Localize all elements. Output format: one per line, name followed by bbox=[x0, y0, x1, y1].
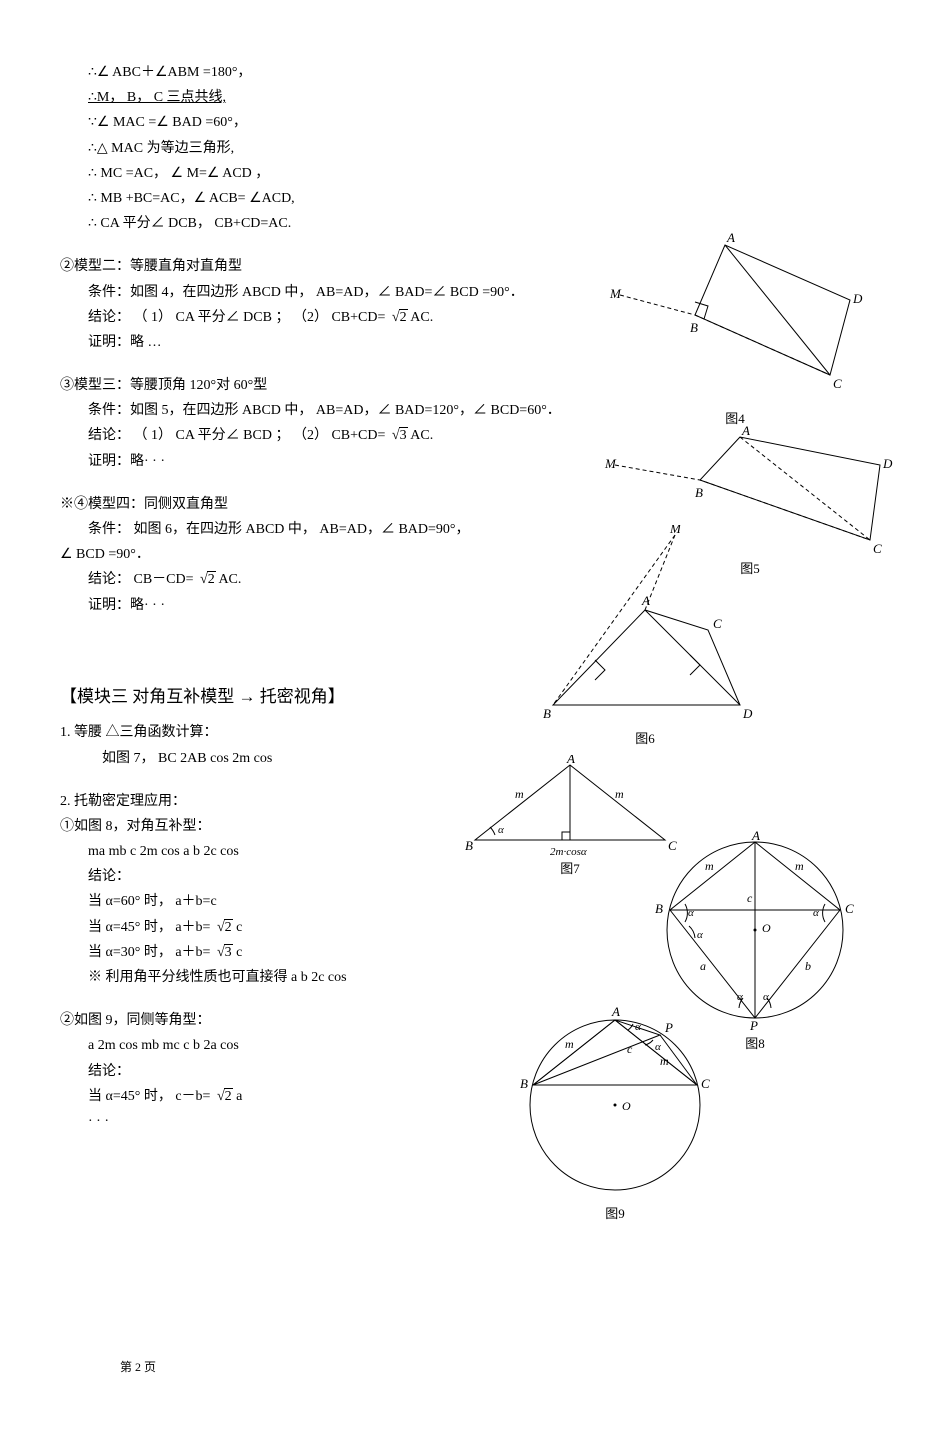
svg-text:α: α bbox=[737, 991, 743, 1003]
svg-text:A: A bbox=[741, 425, 750, 438]
figure-9: A B C P O m m c α α 图9 bbox=[515, 1000, 715, 1225]
model4-conc: 结论： CB－CD= 2 AC. bbox=[60, 567, 580, 592]
svg-text:B: B bbox=[543, 706, 551, 721]
m3-sub1-c3: 当 α=30° 时， a＋b= 3 c bbox=[60, 940, 580, 965]
svg-text:C: C bbox=[845, 901, 854, 916]
svg-text:a: a bbox=[700, 959, 706, 973]
model2-proof: 证明：略 … bbox=[60, 330, 580, 355]
svg-text:m: m bbox=[515, 787, 524, 801]
fig9-caption: 图9 bbox=[605, 1206, 625, 1221]
model4-title: ※④模型四：同侧双直角型 bbox=[60, 492, 580, 517]
model2-cond: 条件：如图 4，在四边形 ABCD 中， AB=AD，∠ BAD=∠ BCD =… bbox=[60, 280, 580, 305]
m3-item1-title: 1. 等腰 △三角函数计算： bbox=[60, 720, 580, 745]
model2-title: ②模型二：等腰直角对直角型 bbox=[60, 254, 580, 279]
svg-text:C: C bbox=[873, 541, 882, 555]
svg-text:m: m bbox=[705, 859, 714, 873]
svg-text:A: A bbox=[611, 1004, 620, 1019]
svg-text:α: α bbox=[655, 1041, 661, 1053]
svg-text:O: O bbox=[622, 1099, 631, 1113]
proof-line: ∴∠ ABC＋∠ABM =180°， bbox=[60, 60, 580, 85]
proof-line: ∴△ MAC 为等边三角形, bbox=[60, 136, 580, 161]
svg-text:α: α bbox=[813, 907, 819, 919]
fig7-caption: 图7 bbox=[560, 861, 580, 876]
svg-text:α: α bbox=[635, 1021, 641, 1033]
svg-text:B: B bbox=[690, 320, 698, 335]
m3-sub1-note: ※ 利用角平分线性质也可直接得 a b 2c cos bbox=[60, 965, 580, 990]
proof-line: ∴M， B， C 三点共线, bbox=[88, 90, 226, 105]
svg-text:D: D bbox=[742, 706, 753, 721]
svg-text:B: B bbox=[695, 485, 703, 500]
model4-cond2: ∠ BCD =90°． bbox=[60, 542, 580, 567]
m3-sub2-title: ②如图 9，同侧等角型： bbox=[60, 1008, 580, 1033]
svg-text:D: D bbox=[852, 291, 863, 306]
figure-4: A M B D C 图4 bbox=[605, 230, 865, 430]
m3-sub2-conc: 结论： bbox=[60, 1059, 580, 1084]
svg-text:C: C bbox=[713, 616, 722, 631]
svg-text:O: O bbox=[762, 921, 771, 935]
svg-text:C: C bbox=[833, 376, 842, 391]
svg-text:C: C bbox=[701, 1076, 710, 1091]
svg-text:m: m bbox=[795, 859, 804, 873]
svg-text:α: α bbox=[763, 991, 769, 1003]
page-footer: 第 2 页 bbox=[120, 1357, 156, 1379]
svg-text:α: α bbox=[688, 907, 694, 919]
svg-text:M: M bbox=[609, 286, 622, 301]
svg-text:c: c bbox=[747, 891, 753, 905]
module3-heading: 【模块三 对角互补模型 → 托密视角】 bbox=[60, 682, 580, 713]
svg-text:A: A bbox=[641, 593, 650, 608]
svg-text:P: P bbox=[749, 1018, 758, 1030]
svg-text:b: b bbox=[805, 959, 811, 973]
fig4-caption: 图4 bbox=[725, 411, 745, 426]
model4-cond1: 条件： 如图 6，在四边形 ABCD 中， AB=AD，∠ BAD=90°， bbox=[60, 517, 580, 542]
svg-text:D: D bbox=[882, 456, 893, 471]
proof-line: ∵∠ MAC =∠ BAD =60°， bbox=[60, 110, 580, 135]
model3-proof: 证明：略· · · bbox=[60, 449, 580, 474]
model3-title: ③模型三：等腰顶角 120°对 60°型 bbox=[60, 373, 580, 398]
svg-text:α: α bbox=[697, 929, 703, 941]
svg-text:α: α bbox=[498, 824, 504, 836]
m3-sub2-eq: a 2m cos mb mc c b 2a cos bbox=[60, 1033, 580, 1058]
fig6-caption: 图6 bbox=[635, 731, 655, 746]
svg-text:A: A bbox=[751, 830, 760, 843]
svg-text:m: m bbox=[615, 787, 624, 801]
m3-sub2-dots: · · · bbox=[60, 1109, 580, 1134]
svg-text:P: P bbox=[664, 1020, 673, 1035]
fig8-caption: 图8 bbox=[745, 1036, 765, 1051]
m3-sub1-c1: 当 α=60° 时， a＋b=c bbox=[60, 889, 580, 914]
svg-text:B: B bbox=[655, 901, 663, 916]
svg-text:2m·cosα: 2m·cosα bbox=[550, 846, 587, 855]
svg-text:m: m bbox=[565, 1037, 574, 1051]
model2-conc: 结论： （ 1） CA 平分∠ DCB ； （2） CB+CD= 2 AC. bbox=[60, 305, 580, 330]
svg-text:m: m bbox=[660, 1054, 669, 1068]
text-column: ∴∠ ABC＋∠ABM =180°， ∴M， B， C 三点共线, ∵∠ MAC… bbox=[60, 60, 580, 1134]
svg-text:B: B bbox=[520, 1076, 528, 1091]
figure-6: M A B C D 图6 bbox=[535, 525, 755, 750]
svg-text:A: A bbox=[566, 755, 575, 766]
proof-line: ∴ MC =AC， ∠ M=∠ ACD ， bbox=[60, 161, 580, 186]
model4-proof: 证明：略· · · bbox=[60, 593, 580, 618]
proof-line: ∴ CA 平分∠ DCB， CB+CD=AC. bbox=[60, 211, 580, 236]
model3-cond: 条件：如图 5，在四边形 ABCD 中， AB=AD，∠ BAD=120°，∠ … bbox=[60, 398, 580, 423]
m3-sub1-c2: 当 α=45° 时， a＋b= 2 c bbox=[60, 915, 580, 940]
svg-text:c: c bbox=[627, 1042, 633, 1056]
svg-text:B: B bbox=[465, 838, 473, 853]
proof-line: ∴ MB +BC=AC，∠ ACB= ∠ACD, bbox=[60, 186, 580, 211]
svg-text:M: M bbox=[604, 456, 617, 471]
model3-conc: 结论： （ 1） CA 平分∠ BCD ； （2） CB+CD= 3 AC. bbox=[60, 423, 580, 448]
m3-sub2-c1: 当 α=45° 时， c－b= 2 a bbox=[60, 1084, 580, 1109]
svg-text:A: A bbox=[726, 230, 735, 245]
svg-text:M: M bbox=[669, 525, 682, 536]
